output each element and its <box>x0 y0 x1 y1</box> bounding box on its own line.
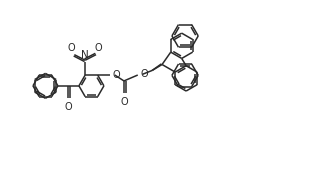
Text: N: N <box>81 50 89 60</box>
Text: O: O <box>140 69 148 79</box>
Text: O: O <box>113 70 120 80</box>
Text: O: O <box>64 102 72 112</box>
Text: O: O <box>68 43 75 53</box>
Text: O: O <box>120 97 128 107</box>
Text: O: O <box>95 43 103 53</box>
